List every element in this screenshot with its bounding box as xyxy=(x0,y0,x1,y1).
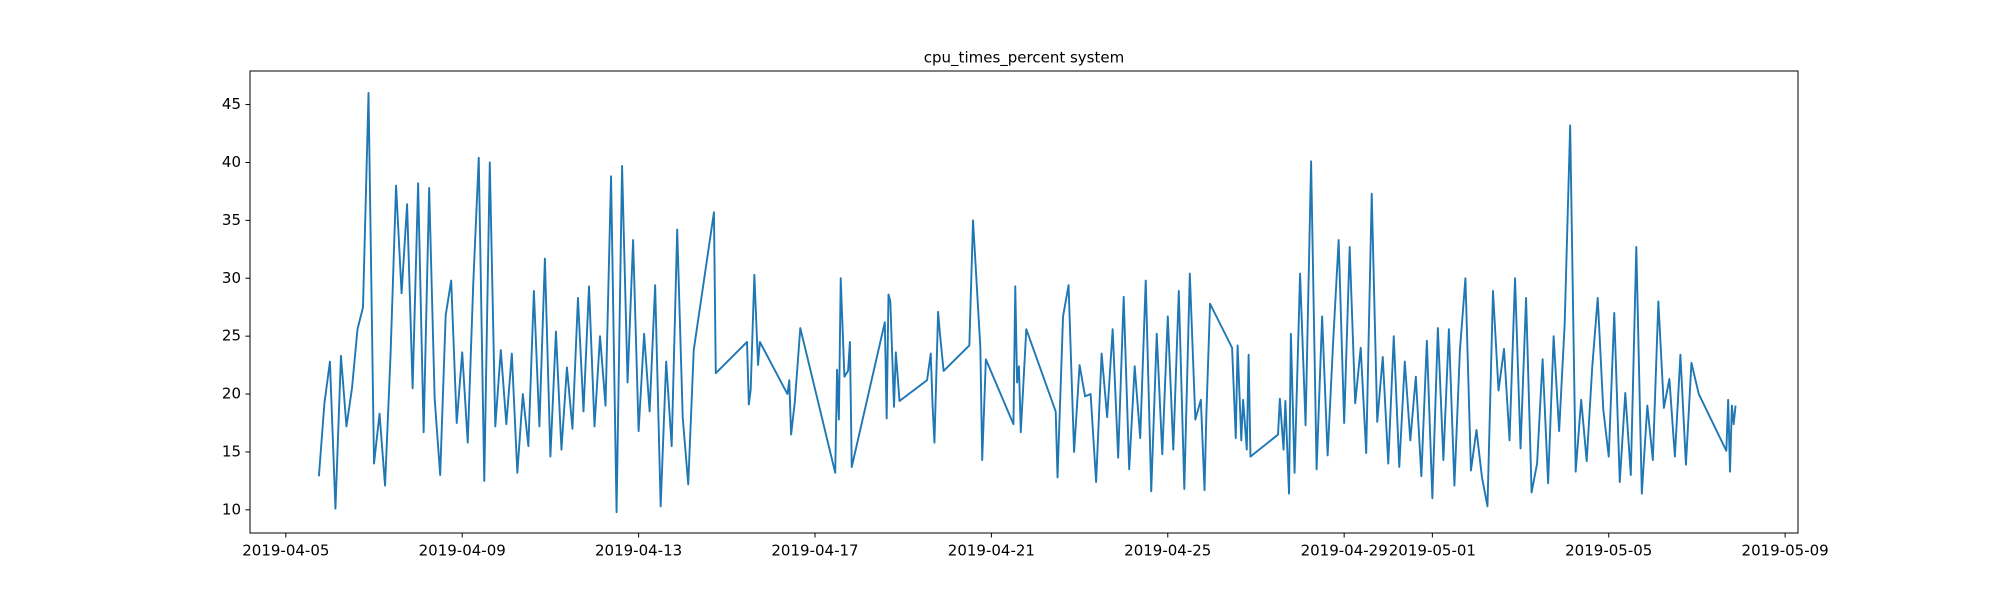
chart-title: cpu_times_percent system xyxy=(924,49,1124,68)
x-tick-label: 2019-04-05 xyxy=(242,542,329,560)
x-tick-label: 2019-04-17 xyxy=(771,542,858,560)
y-tick-label: 10 xyxy=(222,500,241,518)
y-tick-label: 20 xyxy=(222,385,241,403)
x-tick-label: 2019-04-09 xyxy=(419,542,506,560)
y-tick-label: 15 xyxy=(222,442,241,460)
y-tick-label: 30 xyxy=(222,269,241,287)
x-tick-label: 2019-04-13 xyxy=(595,542,682,560)
axes-frame xyxy=(249,70,1799,534)
data-line xyxy=(317,92,1737,514)
x-tick-label: 2019-05-01 xyxy=(1389,542,1476,560)
x-tick-label: 2019-04-25 xyxy=(1124,542,1211,560)
y-tick-label: 25 xyxy=(222,327,241,345)
plot-area xyxy=(317,92,1737,514)
x-tick-label: 2019-05-09 xyxy=(1742,542,1829,560)
x-tick-label: 2019-04-21 xyxy=(948,542,1035,560)
y-tick-label: 40 xyxy=(222,153,241,171)
y-tick-label: 45 xyxy=(222,95,241,113)
x-tick-label: 2019-04-29 xyxy=(1301,542,1388,560)
y-tick-label: 35 xyxy=(222,211,241,229)
x-tick-label: 2019-05-05 xyxy=(1565,542,1652,560)
